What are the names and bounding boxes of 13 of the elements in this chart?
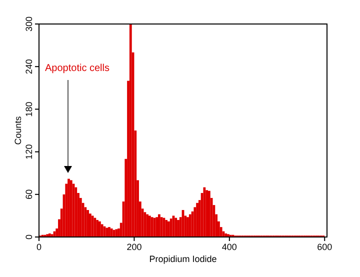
x-tick-label: 200 bbox=[126, 242, 142, 252]
x-axis-title: Propidium Iodide bbox=[149, 254, 217, 264]
annotation: Apoptotic cells bbox=[45, 63, 110, 74]
y-tick-label: 0 bbox=[24, 234, 34, 240]
y-tick-label: 60 bbox=[24, 189, 34, 200]
x-tick-label: 0 bbox=[36, 242, 42, 252]
y-tick-label: 300 bbox=[24, 16, 34, 32]
y-axis-title: Counts bbox=[13, 116, 23, 145]
y-tick-label: 240 bbox=[24, 59, 34, 74]
x-tick-label: 600 bbox=[317, 242, 332, 252]
x-tick-label: 400 bbox=[222, 242, 237, 252]
y-tick-label: 120 bbox=[24, 144, 34, 160]
y-tick-label: 180 bbox=[24, 102, 34, 117]
